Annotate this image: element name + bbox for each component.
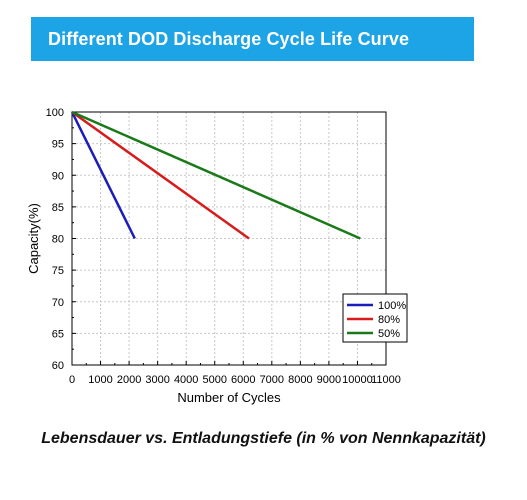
y-tick-label: 70 xyxy=(52,297,64,309)
y-tick-label: 100 xyxy=(46,107,64,119)
x-tick-label: 2000 xyxy=(117,374,141,386)
series-lines xyxy=(70,110,361,240)
y-tick-label: 85 xyxy=(52,202,64,214)
legend: 100% 80% 50% xyxy=(342,293,408,343)
axis-ticks: 0 1000 2000 3000 4000 5000 6000 7000 8000 9000 100… xyxy=(46,107,401,386)
y-axis-label: Capacity(%) xyxy=(26,203,41,274)
x-tick-label: 4000 xyxy=(174,374,198,386)
y-tick-label: 90 xyxy=(52,170,64,182)
banner-title: Different DOD Discharge Cycle Life Curve xyxy=(48,28,410,49)
title-banner: Different DOD Discharge Cycle Life Curve xyxy=(31,17,474,61)
series-line-80pct xyxy=(71,110,250,240)
x-tick-label: 7000 xyxy=(260,374,284,386)
x-tick-label: 11000 xyxy=(371,374,401,386)
x-tick-label: 5000 xyxy=(202,374,226,386)
y-tick-label: 95 xyxy=(52,139,64,151)
legend-label: 100% xyxy=(378,300,406,312)
x-tick-label: 0 xyxy=(69,374,75,386)
x-tick-label: 8000 xyxy=(288,374,312,386)
y-tick-label: 60 xyxy=(52,360,64,372)
y-tick-label: 65 xyxy=(52,328,64,340)
axis-labels: Number of Cycles Capacity(%) xyxy=(26,203,281,405)
legend-label: 50% xyxy=(378,328,400,340)
cycle-life-chart: 0 1000 2000 3000 4000 5000 6000 7000 8000 9000 100… xyxy=(26,107,408,405)
y-tick-label: 75 xyxy=(52,265,64,277)
x-tick-label: 9000 xyxy=(317,374,341,386)
x-tick-label: 6000 xyxy=(231,374,255,386)
x-axis-label: Number of Cycles xyxy=(177,390,281,405)
chart-caption: Lebensdauer vs. Entladungstiefe (in % vo… xyxy=(41,430,486,447)
x-tick-label: 1000 xyxy=(88,374,112,386)
series-line-50pct xyxy=(71,110,361,240)
legend-label: 80% xyxy=(378,314,400,326)
y-tick-label: 80 xyxy=(52,234,64,246)
x-tick-label: 3000 xyxy=(145,374,169,386)
series-line-100pct xyxy=(70,111,136,240)
x-tick-label: 10000 xyxy=(342,374,373,386)
grid-lines xyxy=(72,112,386,365)
